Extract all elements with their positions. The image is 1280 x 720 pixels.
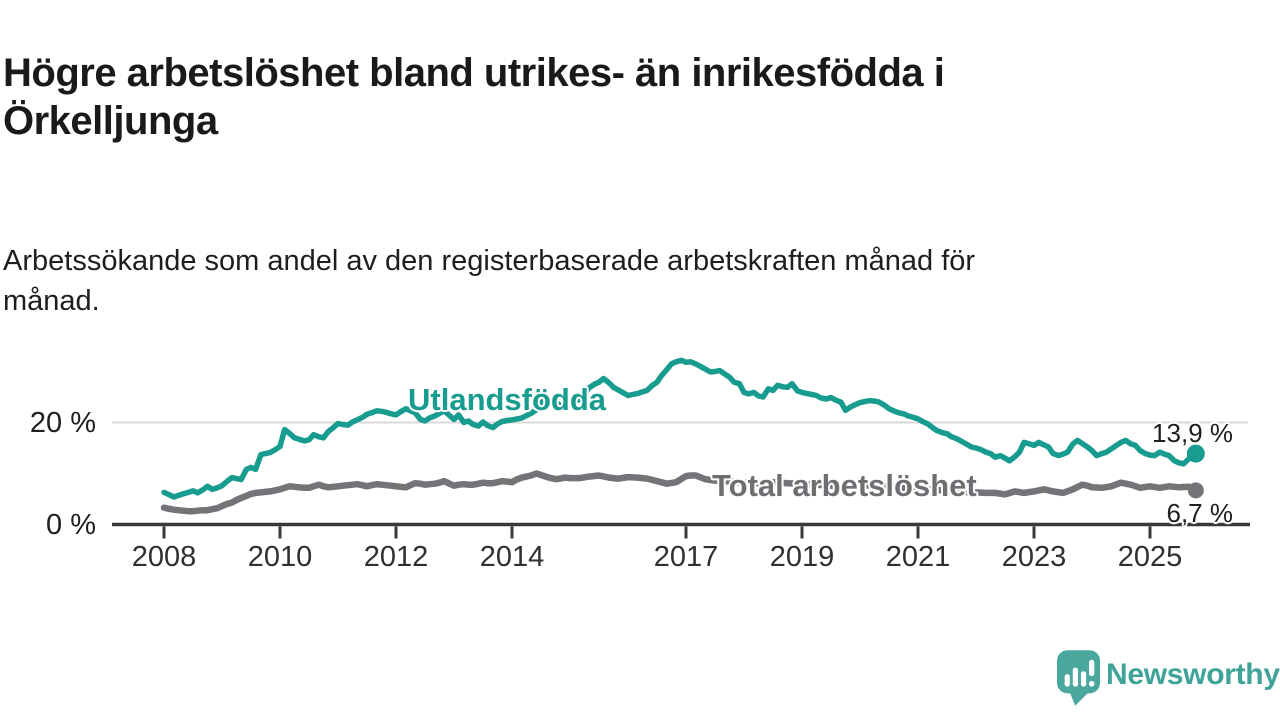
- x-axis-label-2014: 2014: [479, 541, 545, 573]
- page-title: Högre arbetslöshet bland utrikes- än inr…: [3, 50, 945, 143]
- x-axis-label-2023: 2023: [1001, 541, 1067, 573]
- series-end-dot-1: [1187, 482, 1204, 499]
- series-end-dot-0: [1186, 444, 1205, 463]
- x-axis-label-2008: 2008: [131, 541, 197, 573]
- x-axis-label-2025: 2025: [1117, 541, 1183, 573]
- newsworthy-logo-text: Newsworthy: [1106, 658, 1280, 691]
- x-axis-label-2021: 2021: [885, 541, 951, 573]
- newsworthy-logo-icon: [1056, 650, 1101, 706]
- end-value-utlandsfodda: 13,9 %: [1152, 418, 1233, 448]
- chart-subtitle: Arbetssökande som andel av den registerb…: [3, 245, 976, 317]
- x-axis-label-2019: 2019: [769, 541, 835, 573]
- end-value-total: 6,7 %: [1166, 498, 1234, 528]
- series-label-utlandsfodda: Utlandsfödda: [408, 382, 607, 417]
- y-axis-label-20: 20 %: [29, 407, 96, 439]
- y-axis-label-0: 0 %: [46, 509, 96, 541]
- series-line-1: [160, 470, 1200, 515]
- series-label-total-arbetsloshet: Total arbetslöshet: [712, 468, 977, 503]
- x-axis-label-2012: 2012: [363, 541, 429, 573]
- x-axis-label-2017: 2017: [653, 541, 719, 573]
- series-line-0: [161, 357, 1199, 500]
- x-axis-label-2010: 2010: [247, 541, 313, 573]
